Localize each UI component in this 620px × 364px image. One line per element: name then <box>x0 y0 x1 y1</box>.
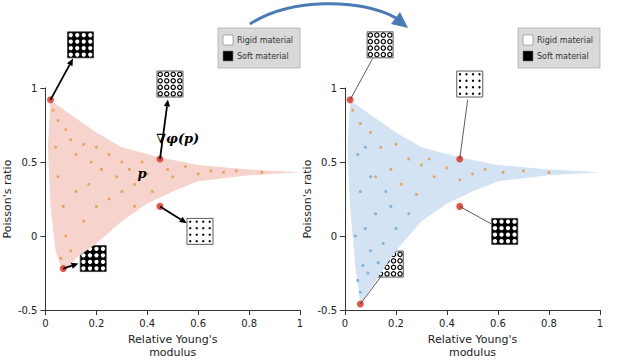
svg-text:0.8: 0.8 <box>241 318 257 329</box>
svg-text:∇φ(p): ∇φ(p) <box>156 131 199 146</box>
svg-text:0.2: 0.2 <box>388 318 404 329</box>
svg-text:0: 0 <box>331 231 337 242</box>
svg-text:1: 1 <box>331 83 337 94</box>
svg-text:p: p <box>138 166 147 181</box>
svg-text:0.8: 0.8 <box>541 318 557 329</box>
svg-text:-0.5: -0.5 <box>317 305 337 316</box>
svg-text:0.5: 0.5 <box>22 157 38 168</box>
svg-text:0.2: 0.2 <box>88 318 104 329</box>
svg-text:0.5: 0.5 <box>321 157 337 168</box>
svg-text:0.6: 0.6 <box>490 318 506 329</box>
svg-text:1: 1 <box>31 83 37 94</box>
svg-text:0.6: 0.6 <box>190 318 206 329</box>
svg-text:Relative Young's: Relative Young's <box>428 333 518 346</box>
svg-text:Poisson's ratio: Poisson's ratio <box>1 159 14 238</box>
svg-text:Soft material: Soft material <box>237 52 289 61</box>
svg-text:0.4: 0.4 <box>139 318 155 329</box>
svg-text:modulus: modulus <box>149 346 196 359</box>
svg-text:0.4: 0.4 <box>439 318 455 329</box>
svg-text:Rigid material: Rigid material <box>237 36 293 45</box>
svg-text:0: 0 <box>42 318 48 329</box>
svg-text:0: 0 <box>342 318 348 329</box>
svg-text:1: 1 <box>297 318 303 329</box>
svg-text:Soft material: Soft material <box>537 52 589 61</box>
svg-text:Relative Young's: Relative Young's <box>128 333 218 346</box>
svg-text:modulus: modulus <box>449 346 496 359</box>
svg-text:1: 1 <box>597 318 603 329</box>
svg-text:0: 0 <box>31 231 37 242</box>
svg-text:Rigid material: Rigid material <box>537 36 593 45</box>
svg-text:Poisson's ratio: Poisson's ratio <box>301 159 314 238</box>
svg-text:-0.5: -0.5 <box>18 305 38 316</box>
